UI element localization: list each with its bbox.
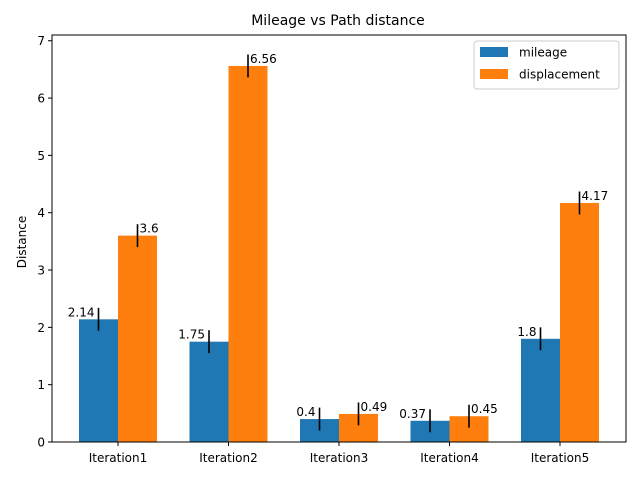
data-label: 3.6 (140, 222, 159, 236)
y-tick-label: 2 (37, 321, 45, 335)
data-label: 4.17 (582, 189, 609, 203)
value-labels-group: 2.14 1.75 0.4 0.37 1.8 3.6 6.56 0.49 0.45 4.17 (68, 52, 608, 421)
data-label: 0.45 (471, 402, 498, 416)
legend: mileage displacement (473, 40, 620, 90)
legend-swatch-mileage (480, 47, 508, 57)
data-label: 1.75 (178, 328, 205, 342)
legend-swatch-displacement (480, 69, 508, 79)
y-axis-label: Distance (15, 216, 29, 268)
data-label: 2.14 (68, 305, 95, 319)
data-label: 1.8 (517, 325, 536, 339)
x-tick-label: Iteration2 (199, 451, 258, 465)
y-axis: 0 1 2 3 4 5 6 7 (37, 34, 52, 450)
legend-box (473, 40, 620, 90)
bar-mileage (79, 319, 118, 442)
data-label: 0.4 (296, 405, 315, 419)
error-bars-group (97, 54, 581, 433)
y-tick-label: 5 (37, 149, 45, 163)
data-label: 0.37 (399, 407, 426, 421)
chart-title: Mileage vs Path distance (251, 13, 425, 29)
data-label: 6.56 (250, 52, 277, 66)
x-tick-label: Iteration4 (420, 451, 479, 465)
x-tick-label: Iteration1 (89, 451, 148, 465)
bars-group (79, 65, 599, 443)
bar-mileage (521, 338, 560, 442)
y-tick-label: 4 (37, 206, 45, 220)
x-axis: Iteration1 Iteration2 Iteration3 Iteration4… (89, 442, 590, 465)
bar-displacement (228, 65, 268, 443)
bar-mileage (189, 341, 229, 442)
legend-label-displacement: displacement (519, 68, 600, 82)
x-tick-label: Iteration5 (531, 451, 590, 465)
legend-label-mileage: mileage (519, 46, 567, 60)
bar-displacement (560, 202, 599, 442)
data-label: 0.49 (361, 400, 388, 414)
y-tick-label: 1 (37, 378, 45, 392)
x-tick-label: Iteration3 (310, 451, 369, 465)
y-tick-label: 3 (37, 264, 45, 278)
y-tick-label: 0 (37, 436, 45, 450)
bar-displacement (118, 235, 157, 442)
y-tick-label: 7 (37, 34, 45, 48)
y-tick-label: 6 (37, 92, 45, 106)
